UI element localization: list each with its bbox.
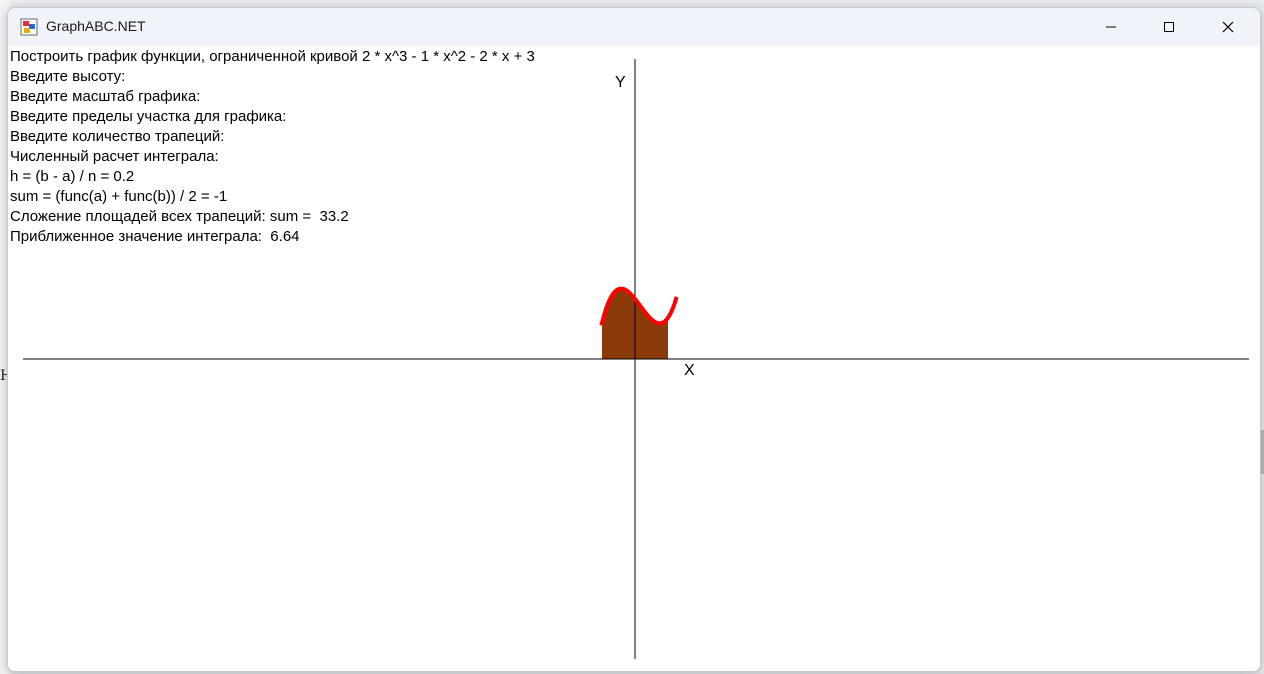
console-output: Построить график функции, ограниченной к…: [10, 47, 535, 247]
window-title: GraphABC.NET: [46, 18, 146, 34]
x-axis-label: X: [684, 362, 695, 379]
maximize-button[interactable]: [1141, 8, 1197, 46]
console-line: sum = (func(a) + func(b)) / 2 = -1: [10, 188, 228, 205]
app-icon: [20, 18, 38, 36]
console-line: Введите пределы участка для графика:: [10, 108, 287, 125]
console-line: Введите количество трапеций:: [10, 128, 225, 145]
console-line: Построить график функции, ограниченной к…: [10, 48, 535, 65]
background-window-edge: [0, 0, 10, 674]
minimize-icon: [1106, 26, 1116, 28]
trapezoid-stripes: [602, 288, 668, 359]
console-line: Численный расчет интеграла:: [10, 148, 219, 165]
console-line: Приближенное значение интеграла: 6.64: [10, 228, 300, 245]
function-plot: Y X: [23, 59, 1249, 659]
console-line: h = (b - a) / n = 0.2: [10, 168, 135, 185]
minimize-button[interactable]: [1083, 8, 1139, 46]
function-curve: [599, 286, 679, 326]
console-line: Введите масштаб графика:: [10, 88, 201, 105]
close-icon: [1222, 21, 1234, 33]
graphabc-window: GraphABC.NET Y X: [7, 7, 1261, 672]
console-line: Введите высоту:: [10, 68, 126, 85]
y-axis-label: Y: [615, 74, 626, 91]
close-button[interactable]: [1200, 8, 1256, 46]
graphics-canvas: Y X Построить график функции, ограниченн…: [8, 46, 1260, 671]
maximize-icon: [1164, 22, 1174, 32]
console-line: Сложение площадей всех трапеций: sum = 3…: [10, 208, 349, 225]
